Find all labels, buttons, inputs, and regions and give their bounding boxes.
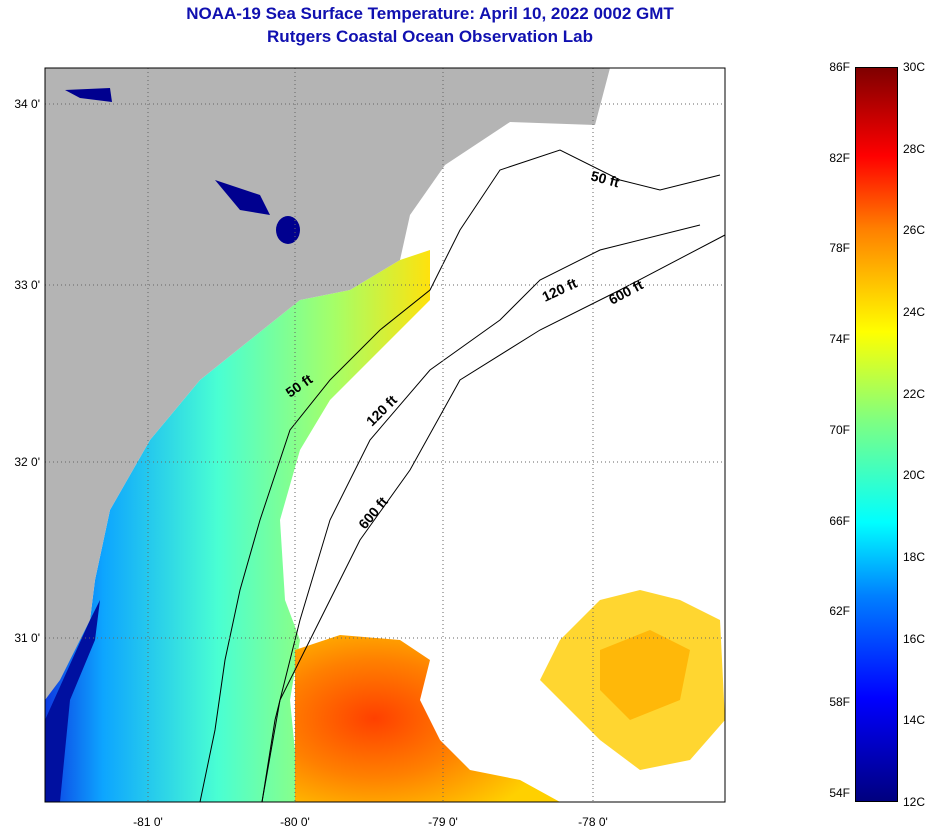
colorbar-c-label: 22C — [903, 386, 926, 401]
lake — [215, 180, 270, 215]
colorbar-c-label: 28C — [903, 141, 926, 156]
colorbar — [855, 67, 898, 802]
colorbar-c-label: 20C — [903, 468, 926, 483]
contour-120ft — [261, 224, 701, 802]
contour-50ft — [199, 149, 721, 802]
map-frame — [44, 67, 726, 803]
lake — [276, 216, 300, 244]
contour-label-50ft: 50 ft — [589, 167, 621, 190]
colorbar-c-label: 12C — [903, 795, 926, 809]
sst-offshore-core — [600, 630, 690, 720]
colorbar-c-label: 30C — [903, 60, 926, 74]
lon-label: -78 0' — [578, 815, 608, 829]
colorbar-f-label: 82F — [829, 150, 850, 165]
colorbar-f-label: 66F — [829, 513, 850, 528]
colorbar-f-label: 78F — [829, 241, 850, 256]
map-subtitle: Rutgers Coastal Ocean Observation Lab — [267, 27, 593, 46]
colorbar-c-label: 14C — [903, 713, 926, 728]
lon-label: -80 0' — [280, 815, 310, 829]
sst-coastal-edge — [45, 600, 100, 802]
contour-600ft — [261, 234, 725, 802]
lake — [65, 88, 112, 102]
colorbar-f-label: 62F — [829, 604, 850, 619]
colorbar-f-label: 86F — [829, 60, 850, 74]
lat-label: 34 0' — [14, 97, 40, 111]
lat-label: 33 0' — [14, 278, 40, 292]
gridlines — [45, 68, 725, 802]
colorbar-c-label: 18C — [903, 550, 926, 564]
colorbar-c-label: 26C — [903, 223, 926, 238]
lon-label: -79 0' — [428, 815, 458, 829]
lat-label: 31 0' — [14, 631, 40, 645]
colorbar-c-label: 16C — [903, 631, 926, 646]
land — [45, 68, 610, 700]
colorbar-f-label: 70F — [829, 422, 850, 437]
colorbar-c-label: 24C — [903, 305, 926, 319]
map-title: NOAA-19 Sea Surface Temperature: April 1… — [186, 4, 674, 23]
lat-label: 32 0' — [14, 455, 40, 469]
sst-coastal-band — [45, 250, 430, 802]
colorbar-f-label: 74F — [829, 332, 850, 347]
sst-warm-patch — [295, 635, 560, 802]
lon-label: -81 0' — [133, 815, 163, 829]
colorbar-f-label: 54F — [829, 785, 850, 800]
colorbar-f-label: 58F — [829, 695, 850, 710]
